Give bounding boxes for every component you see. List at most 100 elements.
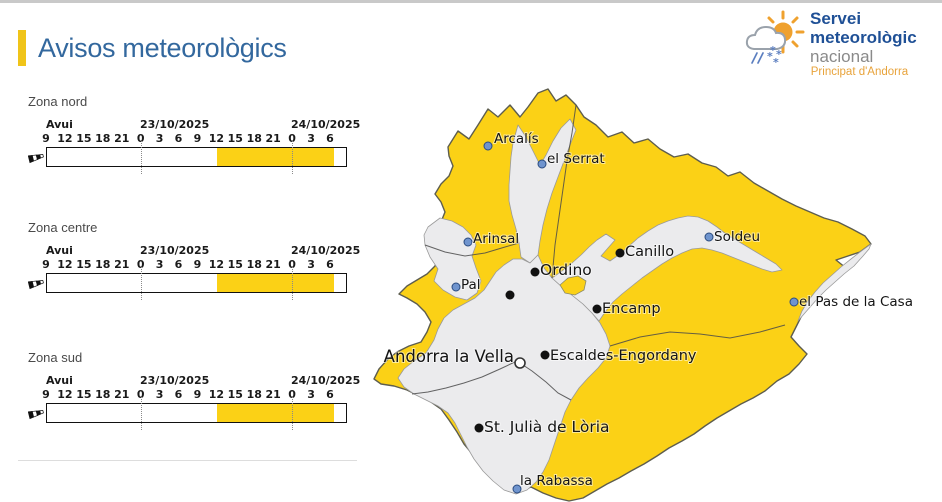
warning-island xyxy=(559,275,587,296)
date-header-row: Avui 23/10/2025 24/10/2025 xyxy=(28,118,362,131)
map-place-label: Ordino xyxy=(540,261,592,279)
zone-label: Zona sud xyxy=(28,350,83,365)
hour-tick: 3 xyxy=(155,258,164,271)
hour-tick: 3 xyxy=(155,132,164,145)
hour-tick: 15 xyxy=(76,258,92,271)
zone-sud-timeline: Zona sud Avui 23/10/2025 24/10/2025 9 12 1… xyxy=(28,348,362,430)
hour-tick: 6 xyxy=(326,132,334,145)
hour-tick: 12 xyxy=(208,258,225,271)
map-place-label: St. Julià de Lòria xyxy=(484,418,610,436)
hour-tick: 3 xyxy=(155,388,164,401)
date-label: 23/10/2025 xyxy=(140,118,210,131)
smn-logo[interactable]: * * * * Servei meteorològic nacional Princi… xyxy=(742,6,922,78)
date-header-row: Avui 23/10/2025 24/10/2025 xyxy=(28,244,362,257)
hour-tick: 0 xyxy=(288,132,296,145)
hour-tick: 9 xyxy=(193,388,202,401)
snow-icon: * *** xyxy=(767,44,782,68)
date-label: 24/10/2025 xyxy=(291,244,361,257)
hour-tick: 21 xyxy=(114,132,130,145)
date-label: 24/10/2025 xyxy=(291,374,361,387)
map-place-label: Andorra la Vella xyxy=(384,347,514,366)
hour-tick: 3 xyxy=(307,258,315,271)
parish-boundaries xyxy=(411,104,786,401)
hour-tick: 21 xyxy=(265,132,281,145)
svg-text:*: * xyxy=(776,48,782,61)
hour-tick: 21 xyxy=(265,258,281,271)
svg-text:*: * xyxy=(773,56,779,68)
midnight-gridline xyxy=(140,141,142,174)
hour-tick: 9 xyxy=(193,132,202,145)
warning-bar xyxy=(46,273,347,293)
warning-bar-row xyxy=(28,141,362,174)
hour-tick: 21 xyxy=(114,258,130,271)
hour-tick: 0 xyxy=(136,258,145,271)
zone-label: Zona centre xyxy=(28,220,98,235)
hour-ticks-row: 9 12 15 18 21 0 3 6 9 12 15 18 21 0 3 6 xyxy=(28,258,362,271)
windsock-icon xyxy=(28,410,44,420)
map-place-label: Escaldes-Engordany xyxy=(550,348,697,364)
midnight-gridline xyxy=(292,397,294,430)
section-divider xyxy=(18,460,357,461)
hour-tick: 15 xyxy=(227,258,243,271)
map-place-marker xyxy=(537,159,547,169)
today-label: Avui xyxy=(46,374,73,387)
page-top-border xyxy=(0,0,942,3)
map-place-marker xyxy=(789,297,799,307)
hour-tick: 15 xyxy=(76,132,92,145)
hour-tick: 18 xyxy=(246,258,262,271)
zone-nord-timeline: Zona nord Avui 23/10/2025 24/10/2025 9 12… xyxy=(28,92,362,174)
hour-tick: 21 xyxy=(265,388,281,401)
midnight-gridline xyxy=(140,397,142,430)
hour-tick: 15 xyxy=(227,388,243,401)
hour-tick: 15 xyxy=(227,132,243,145)
yellow-warning-band xyxy=(217,148,334,166)
svg-text:*: * xyxy=(767,50,773,63)
hour-tick: 6 xyxy=(174,388,183,401)
country-outline-warning-area xyxy=(373,88,872,502)
map-place-marker xyxy=(483,141,493,151)
hour-ticks-row: 9 12 15 18 21 0 3 6 9 12 15 18 21 0 3 6 xyxy=(28,388,362,401)
map-places: Arcalís el Serrat Arinsal Pal Soldeu Canillo O… xyxy=(383,130,914,494)
windsock-icon xyxy=(28,154,44,164)
weather-logo-icon: * *** xyxy=(745,10,805,68)
hour-tick: 12 xyxy=(57,388,73,401)
map-place-marker xyxy=(474,423,484,433)
hour-tick: 0 xyxy=(136,132,145,145)
hour-tick: 12 xyxy=(57,258,73,271)
date-header-row: Avui 23/10/2025 24/10/2025 xyxy=(28,374,362,387)
map-place-marker xyxy=(505,290,515,300)
page-title: Avisos meteorològics xyxy=(38,32,287,63)
today-label: Avui xyxy=(46,118,73,131)
midnight-gridline xyxy=(292,267,294,300)
hour-tick: 0 xyxy=(288,388,296,401)
map-place-marker xyxy=(512,484,522,494)
hour-tick: 15 xyxy=(76,388,92,401)
hour-tick: 21 xyxy=(114,388,130,401)
date-label: 23/10/2025 xyxy=(140,374,210,387)
hour-tick: 0 xyxy=(288,258,296,271)
hour-tick: 6 xyxy=(326,388,334,401)
map-place-marker xyxy=(615,248,625,258)
date-label: 24/10/2025 xyxy=(291,118,361,131)
midnight-gridline xyxy=(140,267,142,300)
rain-icon xyxy=(751,52,764,64)
map-place-marker xyxy=(540,350,550,360)
page-header: Avisos meteorològics xyxy=(18,30,287,66)
hour-tick: 12 xyxy=(57,132,73,145)
hour-tick: 12 xyxy=(208,132,225,145)
svg-text:*: * xyxy=(770,44,776,57)
hour-tick: 18 xyxy=(95,132,111,145)
map-place-marker xyxy=(704,232,714,242)
hour-tick: 9 xyxy=(42,258,50,271)
map-place-label: la Rabassa xyxy=(520,473,593,489)
yellow-warning-band xyxy=(217,274,334,292)
warning-bar-row xyxy=(28,267,362,300)
hour-tick: 6 xyxy=(174,258,183,271)
hour-ticks-row: 9 12 15 18 21 0 3 6 9 12 15 18 21 0 3 6 xyxy=(28,132,362,145)
andorra-warning-map: Arcalís el Serrat Arinsal Pal Soldeu Canillo O… xyxy=(370,85,942,502)
map-place-marker xyxy=(514,357,526,369)
map-place-label: Encamp xyxy=(602,301,661,317)
map-place-label: el Serrat xyxy=(547,151,605,167)
hour-tick: 0 xyxy=(136,388,145,401)
